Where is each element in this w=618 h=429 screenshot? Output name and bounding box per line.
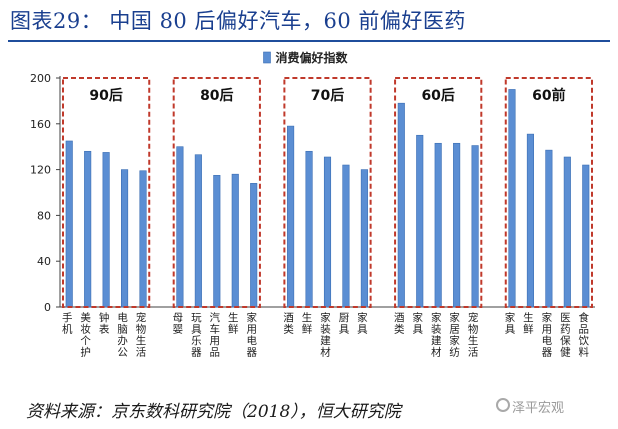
bar [582,164,590,308]
group-box [504,77,593,308]
bar [176,146,184,308]
bar [360,169,368,308]
x-tick-label: 酒类 [394,311,405,336]
legend-swatch [263,51,271,64]
x-tick-label: 母婴 [173,312,184,336]
bar [434,142,442,308]
bar [102,152,110,308]
x-tick-label: 手机 [62,311,73,336]
x-tick-label: 家具 [505,311,516,336]
y-tick-label: 40 [37,255,51,268]
bar [323,156,332,308]
legend-label: 消费偏好指数 [276,50,349,65]
x-tick-label: 家居家纺 [449,311,460,359]
x-tick-label: 美妆个护 [80,311,91,359]
x-tick-label: 食品饮料 [579,311,590,359]
bar [250,183,258,308]
x-tick-label: 家用电器 [542,311,553,359]
x-tick-label: 酒类 [283,311,294,336]
source-note: 资料来源：京东数科研究院（2018），恒大研究院 [26,402,401,422]
bar [416,134,424,308]
bar [397,102,405,308]
x-tick-label: 厨具 [339,312,350,336]
bar [305,150,313,308]
x-tick-label: 钟表 [99,311,110,336]
y-tick-label: 200 [30,72,51,85]
bar [563,156,571,308]
group-label: 60后 [421,87,454,104]
x-tick-label: 家具 [412,311,423,336]
x-tick-label: 生鲜 [228,311,239,336]
group-box [172,77,261,308]
x-tick-label: 医药保健 [560,312,571,359]
y-tick-label: 0 [44,301,51,314]
bar [194,154,202,308]
x-tick-label: 电脑办公 [117,311,128,359]
bar [508,89,516,308]
y-tick-label: 120 [30,164,51,177]
bar [84,150,92,308]
x-tick-label: 家装建材 [320,311,331,359]
group-box [62,77,151,308]
x-tick-label: 生鲜 [302,311,313,336]
bar [342,164,350,308]
group-label: 60前 [532,87,565,104]
x-tick-label: 宠物生活 [468,311,479,359]
bar [287,125,295,308]
x-tick-label: 宠物生活 [136,311,147,359]
group-box [394,77,483,308]
bar [139,170,147,308]
x-tick-label: 汽车用品 [210,311,221,359]
figure-header: 图表29： 中国 80 后偏好汽车，60 前偏好医药 [0,0,618,44]
bar [65,140,73,308]
x-tick-label: 家用电器 [246,311,257,359]
title-divider [8,40,610,42]
group-box [283,77,372,308]
y-tick-label: 160 [30,118,51,131]
bar [121,169,129,308]
group-label: 70后 [311,87,344,104]
group-label: 80后 [200,87,233,104]
bar [545,149,553,308]
x-tick-label: 生鲜 [523,311,534,336]
bar [453,142,461,308]
x-tick-label: 家具 [357,311,368,336]
x-tick-label: 玩具乐器 [191,312,202,359]
bar [231,173,239,308]
bar [471,145,479,308]
x-tick-label: 家装建材 [431,311,442,359]
watermark-icon [496,398,510,412]
bar [213,175,221,308]
y-tick-label: 80 [37,209,51,222]
figure-title: 图表29： 中国 80 后偏好汽车，60 前偏好医药 [10,9,466,33]
bar [526,133,534,308]
group-label: 90后 [89,87,122,104]
watermark-text: 泽平宏观 [512,401,565,416]
